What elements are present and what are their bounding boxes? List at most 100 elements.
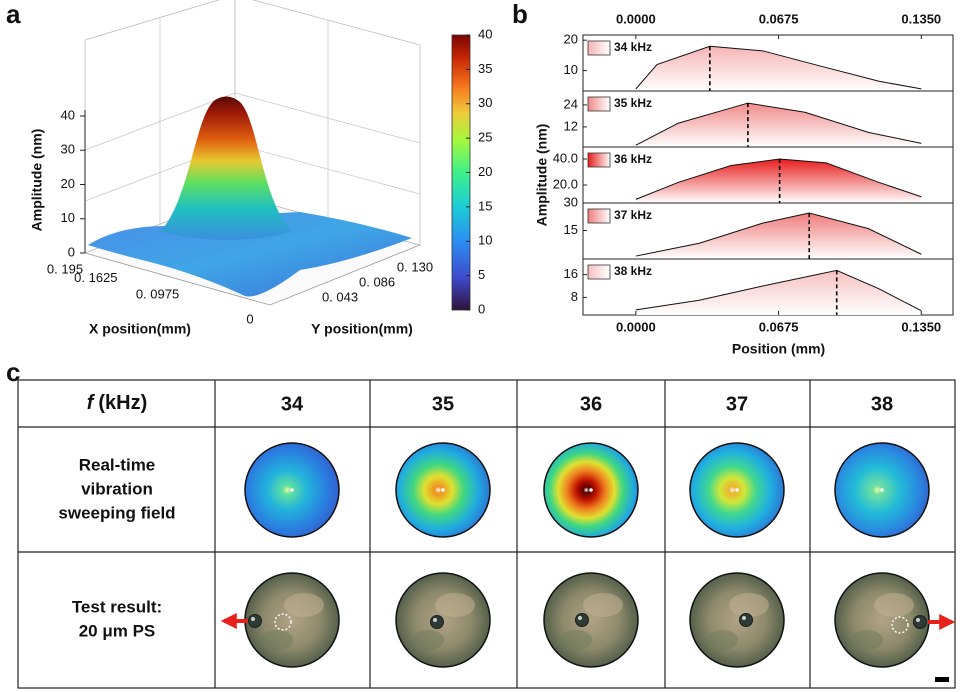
y-tick-label: 0. 043	[322, 290, 358, 305]
test-image	[543, 572, 639, 668]
area	[635, 158, 922, 203]
particle-highlight	[916, 618, 920, 622]
focus-dot	[880, 488, 884, 492]
row-label: Test result:	[72, 597, 162, 616]
z-tick-label: 0	[68, 244, 75, 259]
test-image	[689, 572, 785, 668]
row-label: sweeping field	[58, 503, 175, 522]
x-tick-label: 0.0000	[616, 319, 656, 334]
area	[635, 46, 922, 91]
blotch	[261, 630, 293, 650]
y-tick-label: 30	[564, 194, 578, 209]
blotch	[560, 630, 592, 650]
y-tick-label: 10	[564, 62, 578, 77]
y-tick-label: 12	[564, 118, 578, 133]
x-tick-label: 0	[246, 311, 253, 326]
legend-swatch	[587, 208, 611, 224]
panel-label: c	[6, 357, 20, 387]
line	[635, 212, 922, 257]
particle	[248, 614, 262, 628]
particle	[739, 613, 753, 627]
header-cell: 38	[871, 393, 893, 415]
focus-dot	[735, 488, 739, 492]
particle	[575, 613, 589, 627]
colorbar-tick-label: 25	[478, 130, 492, 145]
colorbar-tick-label: 10	[478, 233, 492, 248]
line	[635, 269, 922, 312]
x-tick-label: 0.0675	[759, 319, 799, 334]
focus-dot	[290, 488, 294, 492]
panel-label: a	[6, 0, 21, 29]
legend-label: 34 kHz	[614, 40, 652, 54]
x-axis-label: X position(mm)	[89, 321, 191, 337]
blotch	[874, 593, 914, 617]
legend-swatch	[587, 152, 611, 168]
colorbar-tick-label: 20	[478, 164, 492, 179]
header-cell: f (kHz)	[87, 392, 148, 414]
x-tick-label: 0. 1625	[74, 270, 117, 285]
y-tick-label: 8	[571, 289, 578, 304]
legend-swatch	[587, 96, 611, 112]
row-label: 20 μm PS	[79, 621, 156, 640]
particle	[430, 615, 444, 629]
line	[635, 102, 922, 146]
scale-bar	[935, 677, 949, 682]
y-tick-label: 40.0	[553, 150, 578, 165]
line	[635, 158, 922, 200]
area	[635, 103, 922, 147]
colorbar-tick-label: 0	[478, 301, 485, 316]
table-grid	[17, 379, 956, 689]
x-tick-label: 0. 195	[47, 261, 83, 276]
x-tick-label-top: 0.1350	[901, 11, 941, 26]
z-tick-label: 30	[61, 142, 75, 157]
y-tick-label: 24	[564, 96, 578, 111]
particle	[913, 615, 927, 629]
y-tick-label: 0. 130	[397, 259, 433, 274]
area	[635, 270, 922, 315]
row-label: Real-time	[79, 455, 156, 474]
blotch	[729, 593, 769, 617]
colorbar-tick-label: 5	[478, 267, 485, 282]
y-axis-label: Amplitude (nm)	[534, 124, 550, 227]
particle-highlight	[433, 618, 437, 622]
particle-highlight	[742, 616, 746, 620]
header-cell: 34	[281, 393, 304, 415]
header-cell: 36	[580, 393, 602, 415]
x-tick-label-top: 0.0000	[616, 11, 656, 26]
row-label: vibration	[81, 479, 153, 498]
unit: (kHz)	[98, 392, 147, 414]
header-cell: 35	[432, 393, 454, 415]
header-cell: 37	[726, 393, 748, 415]
y-tick-label: 15	[564, 222, 578, 237]
x-tick-label-top: 0.0675	[759, 11, 799, 26]
legend-label: 38 kHz	[614, 264, 652, 278]
symbol: f	[87, 392, 96, 414]
focus-dot	[441, 488, 445, 492]
y-tick-label: 0. 086	[359, 275, 395, 290]
x-axis-label: Position (mm)	[732, 341, 825, 357]
y-tick-label: 20	[564, 32, 578, 47]
y-axis-label: Y position(mm)	[311, 321, 413, 337]
colorbar-tick-label: 15	[478, 198, 492, 213]
blotch	[706, 630, 738, 650]
surface	[88, 96, 412, 297]
origin-marker	[274, 613, 292, 631]
y-tick-label: 16	[564, 266, 578, 281]
blotch	[851, 630, 883, 650]
origin-marker	[891, 616, 909, 634]
z-tick-label: 20	[61, 176, 75, 191]
legend-label: 35 kHz	[614, 96, 652, 110]
panel-label: b	[512, 0, 528, 29]
x-tick-label: 0. 0975	[136, 286, 179, 301]
blotch	[284, 593, 324, 617]
z-tick-label: 10	[61, 210, 75, 225]
legend-swatch	[587, 40, 611, 56]
area	[635, 213, 922, 259]
blotch	[412, 630, 444, 650]
y-tick-label: 20.0	[553, 176, 578, 191]
x-tick-label: 0.1350	[901, 319, 941, 334]
z-tick-label: 40	[61, 107, 75, 122]
focus-dot	[589, 488, 593, 492]
colorbar-tick-label: 30	[478, 95, 492, 110]
